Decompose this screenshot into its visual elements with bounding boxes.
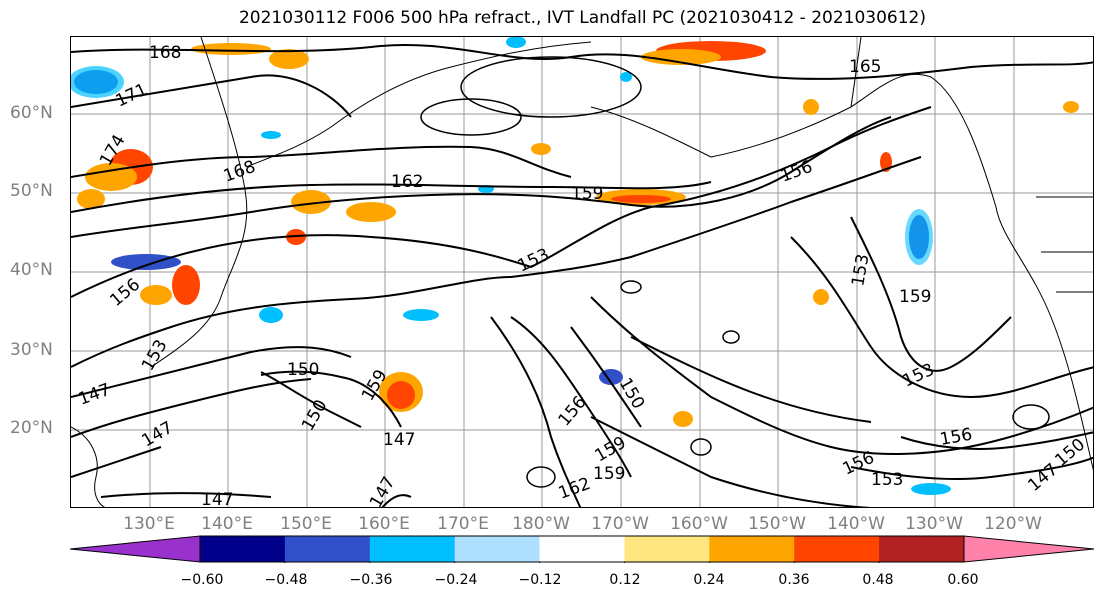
contour-label: 153: [138, 336, 172, 374]
lon-label-160w: 160°W: [670, 514, 728, 534]
colorbar-extend-low: [70, 535, 201, 563]
contour-label: 168: [149, 43, 181, 63]
map-canvas: 168 171 165 174 168 162 159 156 153 153 …: [71, 37, 1093, 508]
colorbar-segment: [284, 536, 371, 562]
contour-label: 147: [1024, 460, 1062, 496]
contour-label: 159: [592, 433, 630, 467]
contour-label: 165: [849, 57, 881, 77]
contour-label: 147: [76, 380, 113, 410]
lon-label-120w: 120°W: [984, 514, 1042, 534]
colorbar-segment: [794, 536, 880, 562]
colorbar-segment: [369, 536, 456, 562]
colorbar-extend-high: [963, 535, 1094, 563]
lon-label-130w: 130°W: [905, 514, 963, 534]
lat-label-40n: 40°N: [10, 260, 53, 280]
lon-label-170e: 170°E: [437, 514, 489, 534]
small-contour-cells: [420, 56, 1050, 488]
contours: [71, 43, 1093, 507]
contour-label: 156: [555, 392, 591, 430]
lon-label-130e: 130°E: [123, 514, 175, 534]
contour-label: 147: [383, 430, 415, 450]
colorbar-tick-label: 0.48: [862, 572, 894, 588]
contour-label: 147: [366, 473, 400, 508]
colorbar-segment: [709, 536, 795, 562]
colorbar-tick-label: 0.12: [609, 572, 641, 588]
lon-label-150w: 150°W: [748, 514, 806, 534]
colorbar-segment: [624, 536, 710, 562]
map-title: 2021030112 F006 500 hPa refract., IVT La…: [238, 8, 926, 28]
lat-label-30n: 30°N: [10, 340, 53, 360]
contour-label: 159: [571, 184, 603, 204]
contour-label: 162: [556, 474, 593, 504]
coastlines: [71, 37, 1093, 507]
colorbar-tick-label: −0.60: [180, 572, 224, 588]
colorbar-segment: [539, 536, 625, 562]
contour-label: 153: [848, 252, 873, 287]
colorbar-tick-label: −0.12: [518, 572, 562, 588]
lat-label-60n: 60°N: [10, 103, 53, 123]
contour-label: 153: [871, 470, 903, 490]
lon-label-160e: 160°E: [358, 514, 410, 534]
colorbar-segment: [879, 536, 965, 562]
contour-label: 168: [221, 157, 258, 187]
colorbar-segment: [200, 536, 286, 562]
contour-label: 150: [287, 360, 319, 380]
lon-label-140w: 140°W: [827, 514, 885, 534]
contour-label: 156: [778, 157, 815, 187]
lat-label-50n: 50°N: [10, 181, 53, 201]
colorbar-tick-label: −0.36: [349, 572, 393, 588]
lon-label-140e: 140°E: [201, 514, 253, 534]
positive-anomaly-patches: [77, 41, 1079, 427]
contour-label: 159: [593, 464, 625, 484]
contour-label: 162: [391, 172, 423, 192]
graticule: [71, 37, 1093, 507]
lon-label-150e: 150°E: [280, 514, 332, 534]
contour-label: 156: [106, 275, 144, 311]
lon-label-170w: 170°W: [591, 514, 649, 534]
colorbar-tick-label: −0.48: [264, 572, 308, 588]
lat-label-20n: 20°N: [10, 418, 53, 438]
contour-label: 150: [298, 396, 332, 434]
map-panel: 168 171 165 174 168 162 159 156 153 153 …: [70, 36, 1094, 508]
colorbar-tick-label: 0.24: [693, 572, 725, 588]
contour-label: 147: [201, 490, 233, 508]
colorbar-outline: [199, 535, 965, 563]
colorbar-tick-label: 0.60: [947, 572, 979, 588]
colorbar-segment: [454, 536, 541, 562]
colorbar: [70, 535, 1094, 563]
contour-label: 159: [899, 287, 931, 307]
lon-label-180w: 180°W: [512, 514, 570, 534]
contour-label: 147: [139, 418, 177, 452]
colorbar-tick-label: −0.24: [434, 572, 478, 588]
colorbar-tick-label: 0.36: [778, 572, 810, 588]
